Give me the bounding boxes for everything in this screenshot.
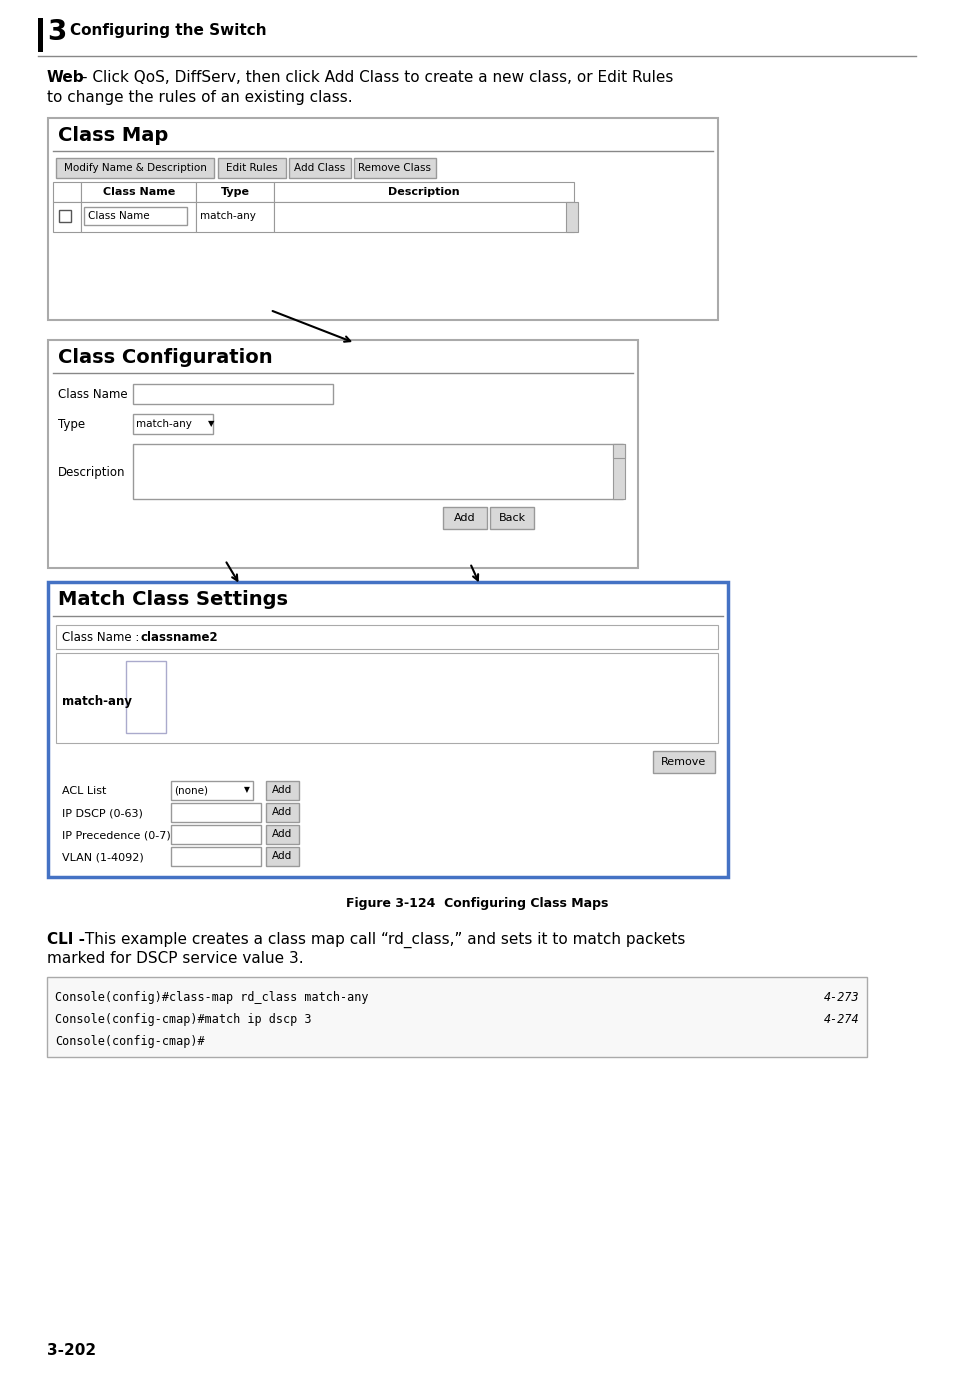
Bar — [47, 977, 866, 1058]
Text: Remove Class: Remove Class — [358, 162, 431, 174]
Text: This example creates a class map call “rd_class,” and sets it to match packets: This example creates a class map call “r… — [80, 931, 684, 948]
Text: 4-274: 4-274 — [822, 1013, 858, 1026]
Bar — [81, 203, 195, 232]
Text: Match Class Settings: Match Class Settings — [58, 590, 288, 609]
Bar — [171, 824, 261, 844]
Text: classname2: classname2 — [141, 630, 218, 644]
Text: Add: Add — [272, 851, 292, 861]
Bar — [84, 207, 187, 225]
Text: to change the rules of an existing class.: to change the rules of an existing class… — [47, 90, 353, 105]
Bar — [266, 824, 298, 844]
Bar — [490, 507, 534, 529]
Bar — [171, 804, 261, 822]
Bar — [56, 158, 213, 178]
Text: match-any: match-any — [62, 694, 132, 708]
Bar — [266, 847, 298, 866]
Bar — [132, 444, 622, 500]
Text: Description: Description — [58, 465, 126, 479]
Bar — [274, 203, 574, 232]
Bar — [565, 203, 578, 232]
Bar — [53, 182, 81, 203]
Text: Description: Description — [388, 187, 459, 197]
Text: Add: Add — [454, 514, 476, 523]
Text: marked for DSCP service value 3.: marked for DSCP service value 3. — [47, 951, 303, 966]
Bar — [171, 781, 253, 799]
Bar — [195, 182, 274, 203]
Bar — [48, 118, 718, 321]
Text: Class Map: Class Map — [58, 126, 168, 144]
Bar — [56, 625, 718, 650]
Text: Web: Web — [47, 69, 85, 85]
Text: Modify Name & Description: Modify Name & Description — [64, 162, 206, 174]
Bar — [218, 158, 286, 178]
Text: Remove: Remove — [660, 756, 706, 768]
Bar — [195, 203, 274, 232]
Bar — [613, 444, 624, 500]
Text: Class Configuration: Class Configuration — [58, 348, 273, 366]
Text: Class Name :: Class Name : — [62, 630, 139, 644]
Text: 4-273: 4-273 — [822, 991, 858, 1004]
Bar — [289, 158, 351, 178]
Bar — [132, 414, 213, 434]
Bar — [274, 182, 574, 203]
Text: Figure 3-124  Configuring Class Maps: Figure 3-124 Configuring Class Maps — [345, 897, 608, 911]
Bar — [132, 384, 333, 404]
Bar — [652, 751, 714, 773]
Bar — [38, 18, 43, 51]
Bar — [59, 210, 71, 222]
Text: VLAN (1-4092): VLAN (1-4092) — [62, 852, 144, 862]
Text: IP DSCP (0-63): IP DSCP (0-63) — [62, 808, 143, 818]
Text: match-any: match-any — [136, 419, 192, 429]
Bar — [53, 203, 81, 232]
Bar — [266, 781, 298, 799]
Text: Type: Type — [58, 418, 85, 430]
Bar — [81, 182, 195, 203]
Text: (none): (none) — [173, 786, 208, 795]
Text: Configuring the Switch: Configuring the Switch — [70, 24, 266, 37]
Bar — [354, 158, 436, 178]
Text: Add: Add — [272, 806, 292, 818]
Text: Class Name: Class Name — [103, 187, 175, 197]
Text: ACL List: ACL List — [62, 786, 107, 795]
Text: Add Class: Add Class — [294, 162, 345, 174]
Text: Console(config-cmap)#: Console(config-cmap)# — [55, 1035, 204, 1048]
Text: CLI -: CLI - — [47, 931, 85, 947]
Bar — [48, 340, 638, 568]
Text: 3: 3 — [47, 18, 67, 46]
Text: – Click QoS, DiffServ, then click Add Class to create a new class, or Edit Rules: – Click QoS, DiffServ, then click Add Cl… — [75, 69, 673, 85]
Bar — [266, 804, 298, 822]
Text: Class Name: Class Name — [88, 211, 150, 221]
Bar — [126, 661, 166, 733]
Text: Type: Type — [220, 187, 250, 197]
Text: Class Name: Class Name — [58, 387, 128, 401]
Text: IP Precedence (0-7): IP Precedence (0-7) — [62, 830, 171, 840]
Text: Add: Add — [272, 829, 292, 838]
Text: Add: Add — [272, 786, 292, 795]
Text: ▼: ▼ — [244, 786, 250, 794]
Text: Console(config-cmap)#match ip dscp 3: Console(config-cmap)#match ip dscp 3 — [55, 1013, 312, 1026]
Text: Back: Back — [497, 514, 525, 523]
Text: Edit Rules: Edit Rules — [226, 162, 277, 174]
Text: 3-202: 3-202 — [47, 1344, 96, 1357]
Bar — [613, 444, 624, 458]
Bar — [48, 582, 727, 877]
Bar — [56, 652, 718, 743]
Text: match-any: match-any — [200, 211, 255, 221]
Text: ▼: ▼ — [208, 419, 214, 429]
Bar — [442, 507, 486, 529]
Bar — [171, 847, 261, 866]
Text: Console(config)#class-map rd_class match-any: Console(config)#class-map rd_class match… — [55, 991, 368, 1004]
